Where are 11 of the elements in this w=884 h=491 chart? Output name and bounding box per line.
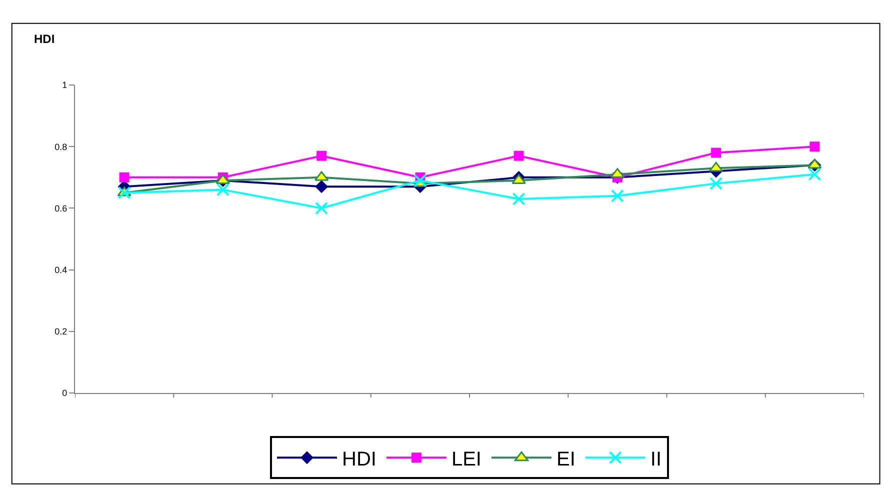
y-tick-label: 0.4 <box>54 264 68 275</box>
y-tick-label: 0 <box>62 388 68 398</box>
y-tick-label: 0.2 <box>54 326 68 337</box>
y-axis-title: HDI <box>34 32 55 46</box>
y-tick-label: 0.8 <box>54 142 68 152</box>
y-tick-label: 1 <box>62 80 68 90</box>
legend-label: LEI <box>451 448 482 470</box>
legend-label: II <box>650 448 662 470</box>
y-tick-label: 0.6 <box>54 203 68 214</box>
legend-label: EI <box>556 448 576 470</box>
legend-label: HDI <box>342 448 376 470</box>
